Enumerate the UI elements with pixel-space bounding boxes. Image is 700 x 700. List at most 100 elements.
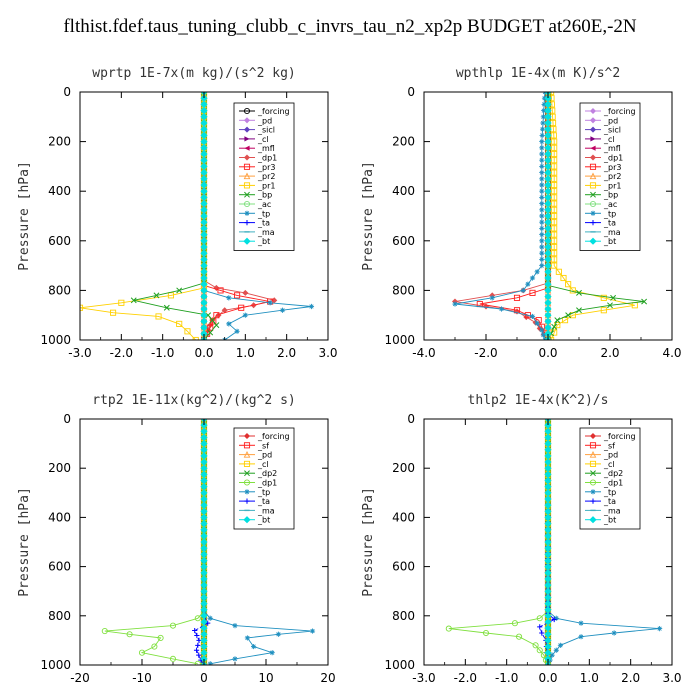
data-point — [544, 599, 552, 608]
legend-marker — [590, 489, 596, 495]
data-point — [207, 661, 213, 665]
data-point — [544, 440, 552, 448]
data-point — [544, 587, 552, 595]
data-point — [153, 292, 160, 299]
data-point — [118, 299, 125, 306]
data-point — [553, 647, 559, 653]
data-point — [544, 268, 552, 276]
data-point — [539, 151, 545, 157]
data-point — [544, 569, 552, 577]
data-point — [544, 150, 552, 158]
legend-marker — [244, 136, 250, 142]
x-tick-label: -20 — [70, 671, 90, 685]
legend-marker — [243, 163, 251, 170]
data-point — [520, 287, 526, 293]
legend-marker — [243, 479, 251, 486]
series-group — [451, 92, 648, 340]
y-tick-label: 800 — [48, 283, 71, 297]
legend-entry: _sicl — [603, 126, 621, 135]
legend-marker — [243, 516, 251, 524]
data-point — [541, 108, 547, 114]
legend-marker — [243, 154, 251, 161]
data-point — [200, 544, 208, 552]
legend-entry: _tp — [603, 488, 616, 497]
legend-marker — [243, 237, 251, 245]
data-point — [200, 169, 208, 177]
x-tick-label: 10 — [258, 671, 273, 685]
data-point — [539, 188, 545, 194]
panel-title: wpthlp 1E-4x(m K)/s^2 — [456, 66, 620, 81]
legend-marker — [589, 117, 597, 124]
legend-entry: _tp — [257, 488, 270, 497]
data-point — [101, 628, 108, 635]
data-point — [200, 569, 208, 577]
data-point — [200, 299, 208, 307]
data-point — [200, 181, 208, 189]
data-point — [544, 544, 552, 552]
chart-panel-1: wprtp 1E-7x(m kg)/(s^2 kg) Pressure [hPa]… — [17, 66, 338, 360]
data-point — [544, 624, 552, 632]
legend-entry: _cl — [603, 460, 615, 469]
y-tick-label: 600 — [48, 560, 71, 574]
data-point — [540, 120, 546, 126]
data-point — [551, 157, 558, 164]
legend-entry: _sicl — [257, 126, 275, 135]
data-point — [200, 630, 208, 638]
data-point — [200, 274, 208, 282]
data-point — [200, 507, 208, 515]
data-point — [544, 156, 552, 164]
legend-marker — [243, 182, 251, 189]
y-tick-label: 200 — [48, 461, 71, 475]
legend: _forcing_sf_pd_cl_dp2_dp1_tp_ta_ma_bt — [579, 427, 641, 530]
data-point — [544, 642, 552, 651]
data-point — [110, 309, 117, 316]
data-point — [544, 274, 552, 282]
data-point — [553, 615, 559, 621]
data-point — [200, 212, 208, 220]
legend-marker — [590, 210, 596, 216]
legend-entry: _ta — [603, 497, 616, 506]
legend-entry: _pd — [603, 116, 618, 125]
x-tick-label: 0.0 — [538, 346, 557, 360]
data-point — [532, 642, 539, 649]
data-point — [169, 622, 177, 629]
legend-entry: _dp1 — [257, 154, 277, 163]
data-point — [539, 157, 545, 163]
data-point — [200, 446, 208, 454]
data-point — [200, 293, 208, 301]
x-tick-label: -3.0 — [68, 346, 91, 360]
data-point — [544, 212, 552, 220]
series-line-pr1 — [550, 92, 635, 340]
data-point — [194, 632, 200, 639]
legend-marker — [244, 145, 250, 151]
data-point — [539, 238, 545, 244]
y-tick-label: 0 — [63, 85, 71, 99]
data-point — [200, 513, 208, 521]
legend-entry: _ma — [603, 228, 621, 237]
legend-entry: _dp2 — [257, 469, 277, 478]
data-point — [498, 306, 505, 312]
data-point — [163, 304, 170, 311]
data-point — [539, 225, 545, 231]
y-tick-label: 200 — [48, 135, 71, 149]
legend-marker — [589, 516, 597, 524]
data-point — [200, 489, 208, 497]
data-point — [200, 581, 208, 589]
data-point — [200, 464, 208, 472]
legend-entry: _forcing — [603, 107, 636, 116]
data-point — [544, 169, 552, 177]
legend-entry: _ta — [257, 497, 270, 506]
data-point — [200, 330, 208, 338]
data-point — [534, 269, 540, 275]
x-tick-label: 2.0 — [621, 671, 640, 685]
x-tick-label: -10 — [132, 671, 152, 685]
data-point — [539, 232, 545, 238]
legend-marker — [589, 432, 597, 440]
legend: _forcing_sf_pd_cl_dp2_dp1_tp_ta_ma_bt — [233, 427, 295, 530]
legend-marker — [589, 237, 597, 245]
data-point — [167, 292, 174, 299]
data-point — [232, 623, 238, 629]
legend-marker — [590, 145, 596, 151]
data-point — [544, 464, 552, 472]
y-tick-label: 0 — [407, 85, 415, 99]
